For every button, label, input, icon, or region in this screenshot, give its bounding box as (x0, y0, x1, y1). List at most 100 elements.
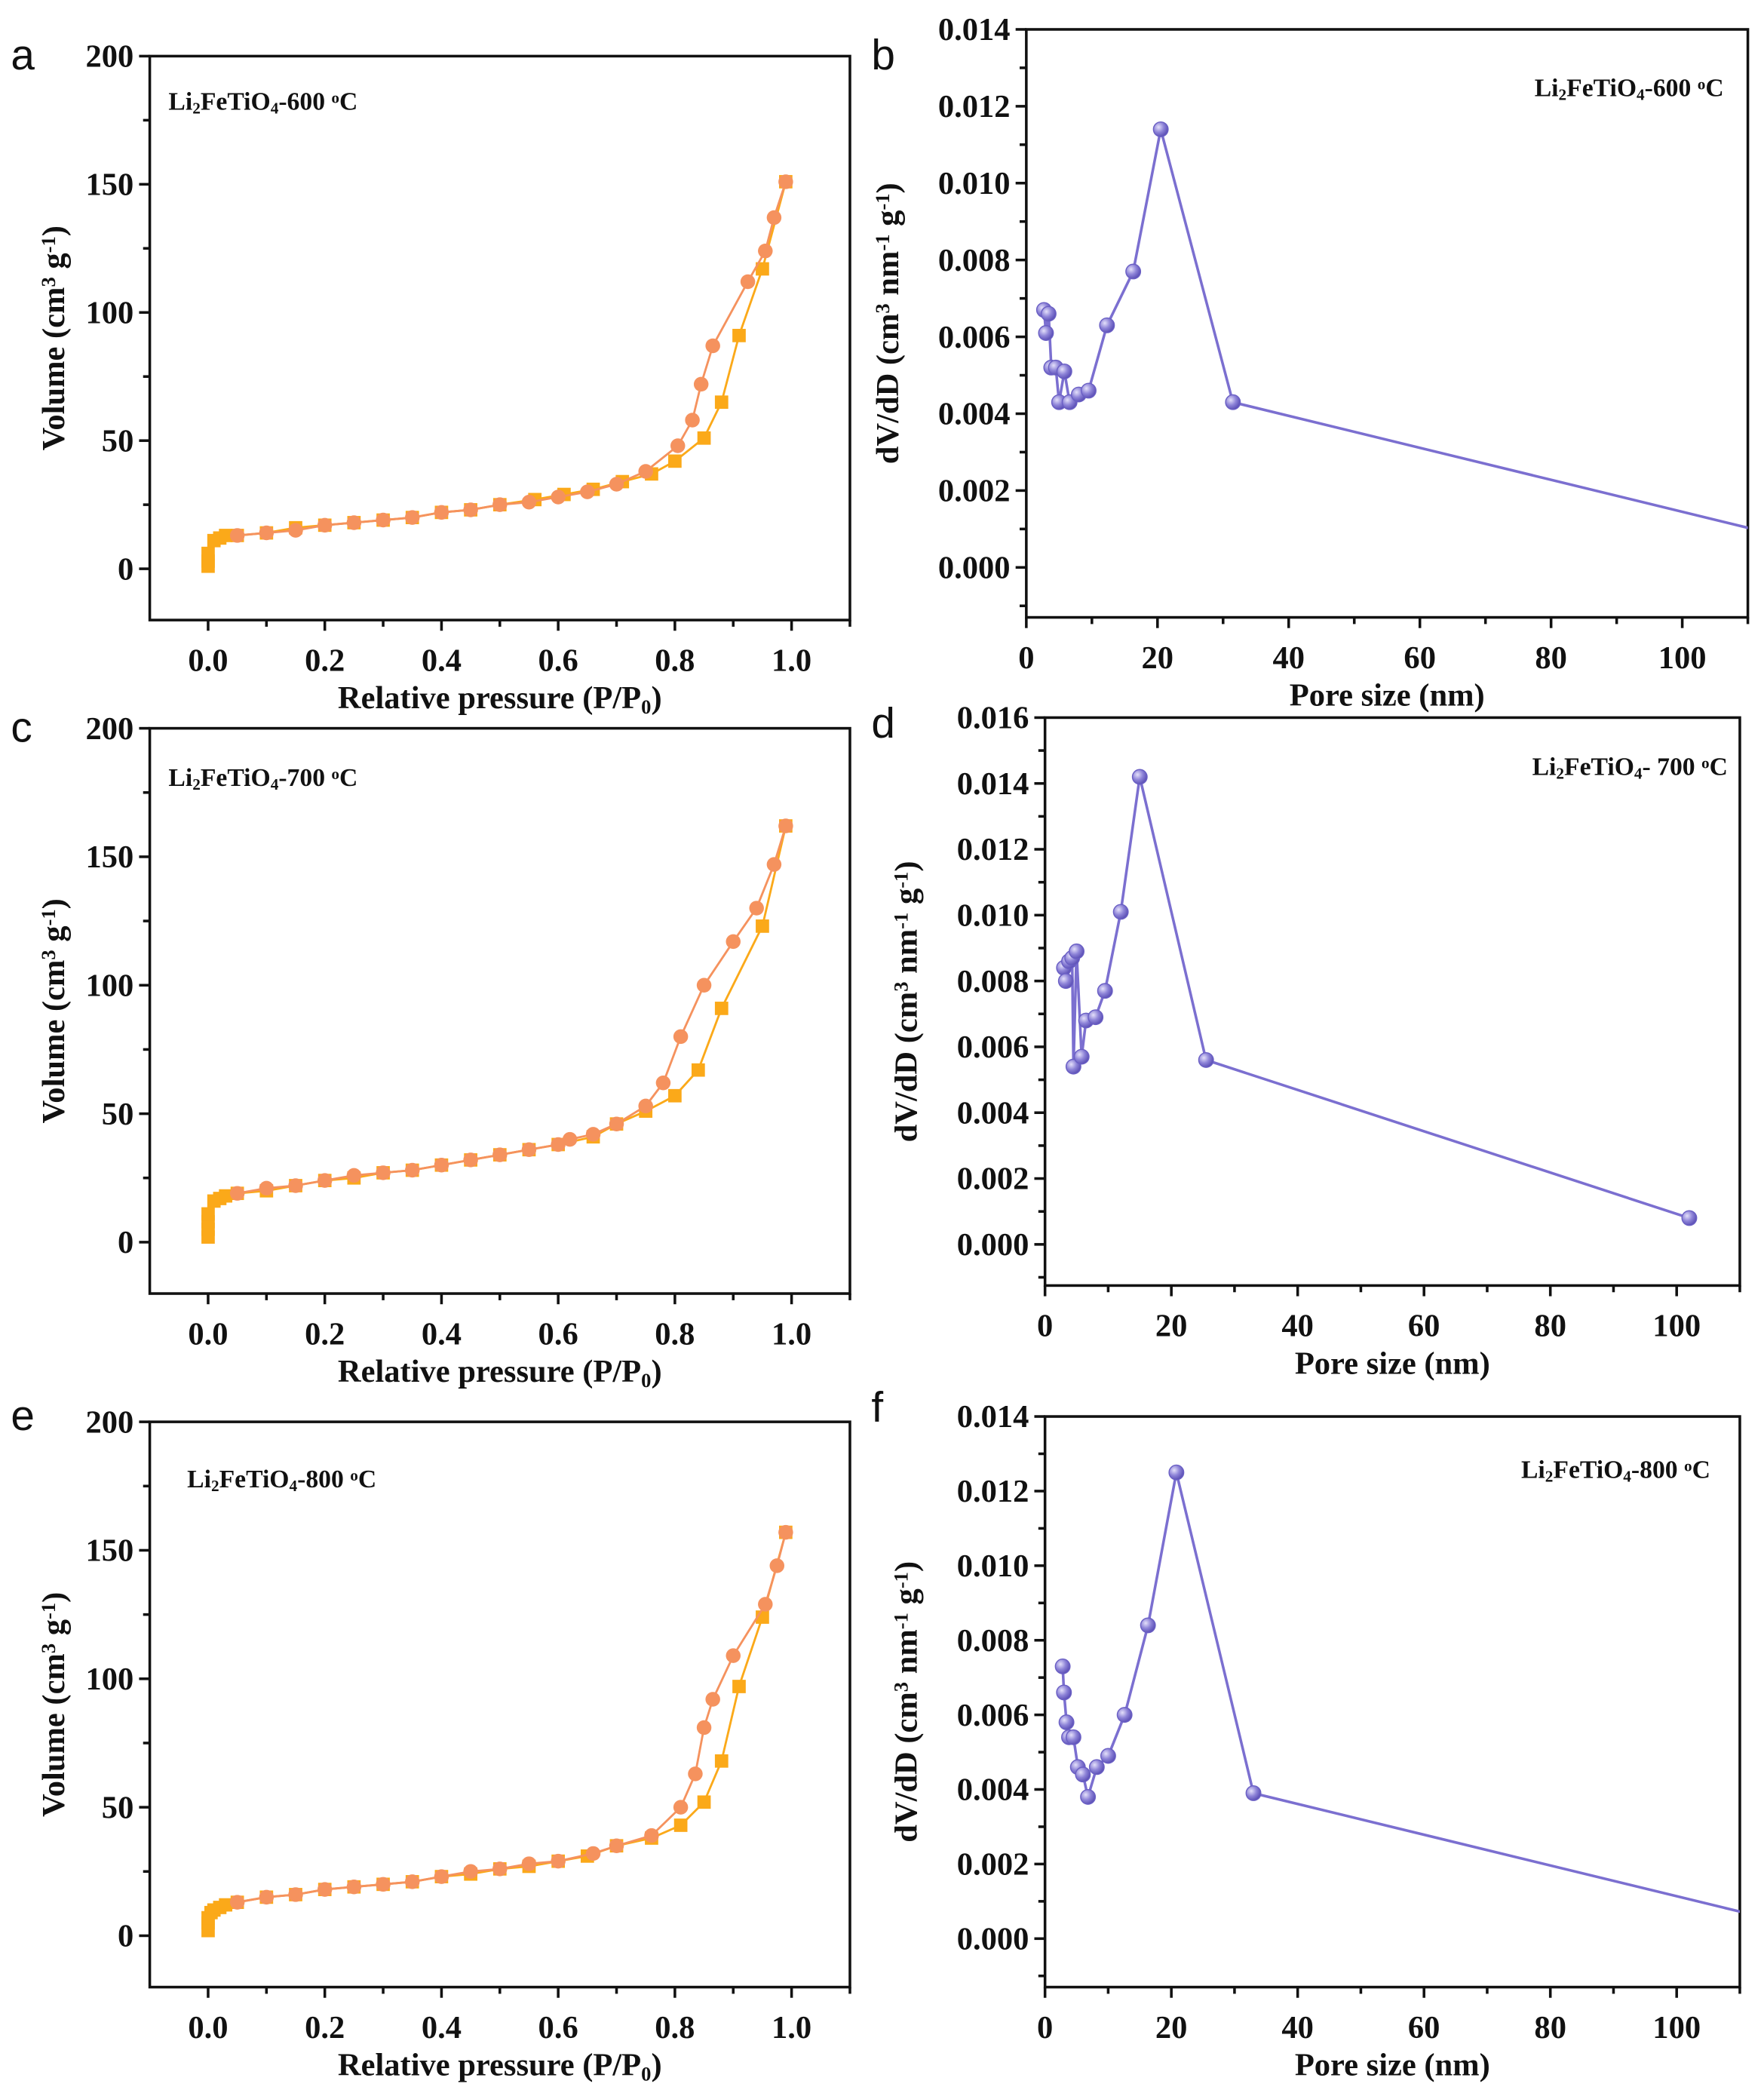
data-point-desorption (749, 901, 764, 916)
data-point-desorption (758, 1597, 773, 1612)
plot-frame (148, 726, 851, 1295)
data-point-psd (1245, 1785, 1262, 1801)
data-point-desorption (609, 1838, 624, 1853)
x-axis-title: Pore size (nm) (1290, 677, 1485, 713)
data-point-psd (1131, 769, 1148, 785)
data-point-adsorption (219, 1898, 233, 1912)
y-tick-label: 0.016 (957, 701, 1029, 736)
plot-area (1056, 769, 1698, 1226)
plot-area (1054, 1464, 1740, 1914)
data-point-desorption (551, 490, 566, 505)
x-tick-label: 100 (1658, 640, 1707, 676)
data-point-desorption (376, 512, 391, 528)
data-point-psd (1057, 973, 1074, 990)
data-point-adsorption (697, 1795, 711, 1809)
y-tick-label: 200 (86, 39, 134, 75)
y-tick-label: 0.002 (957, 1847, 1029, 1883)
data-point-psd (1152, 121, 1169, 137)
x-tick-label: 0.0 (188, 643, 228, 678)
y-tick-label: 0.012 (957, 1474, 1029, 1509)
data-point-desorption (288, 1887, 303, 1902)
data-point-desorption (766, 857, 782, 872)
x-axis-title: Relative pressure (P/P0) (338, 1354, 662, 1392)
x-tick-label: 0.6 (538, 2010, 578, 2045)
data-point-psd (1040, 305, 1057, 322)
series-line-desorption (237, 181, 787, 537)
data-point-desorption (346, 1879, 362, 1895)
data-point-adsorption (732, 1680, 746, 1693)
x-tick-label: 0 (1037, 1309, 1053, 1344)
data-point-psd (1080, 1788, 1097, 1805)
data-point-adsorption (201, 1207, 215, 1221)
data-point-desorption (521, 495, 537, 510)
x-tick-label: 40 (1272, 640, 1305, 676)
data-point-desorption (585, 1846, 601, 1861)
data-point-desorption (463, 502, 478, 517)
data-point-psd (1058, 1714, 1075, 1730)
panel-letter: a (11, 32, 35, 79)
data-point-psd (1075, 1766, 1091, 1783)
series-line-pore-size-distribution (1061, 1472, 1740, 1914)
data-point-adsorption (668, 454, 682, 468)
plot-area (201, 818, 793, 1244)
data-point-desorption (521, 1142, 537, 1158)
series-line-pore-size-distribution (1042, 129, 1748, 529)
data-point-adsorption (732, 328, 746, 342)
data-point-desorption (670, 438, 686, 453)
y-tick-label: 0.006 (957, 1030, 1029, 1065)
data-point-desorption (655, 1075, 671, 1091)
data-point-desorption (644, 1828, 659, 1843)
data-point-adsorption (219, 1189, 233, 1203)
plot-area (201, 174, 793, 573)
y-tick-label: 100 (86, 1662, 134, 1697)
x-axis-title: Pore size (nm) (1295, 1346, 1490, 1381)
data-point-psd (1140, 1617, 1156, 1634)
data-point-desorption (404, 510, 420, 525)
data-point-psd (1116, 1707, 1133, 1723)
data-point-desorption (434, 505, 449, 520)
panel-a: a 0.0 0.2 0.4 0.6 0.8 1.0 0 50 100 150 200 Relative … (11, 32, 851, 718)
plot-frame (1043, 1415, 1741, 1989)
data-point-adsorption (756, 919, 769, 933)
data-point-desorption (609, 1116, 624, 1131)
data-point-psd (1100, 1748, 1116, 1764)
panel-e: e 0.0 0.2 0.4 0.6 0.8 1.0 0 50 100 150 200 Relative … (11, 1392, 851, 2085)
data-point-desorption (726, 934, 741, 950)
data-point-desorption (229, 1895, 245, 1910)
x-tick-label: 0.8 (655, 643, 695, 678)
y-axis-title: Volume (cm3 g-1) (36, 1592, 72, 1817)
x-tick-label: 40 (1281, 2010, 1314, 2045)
data-point-desorption (696, 1720, 712, 1736)
sample-annotation: Li2FeTiO4- 700 oC (1532, 753, 1728, 783)
y-tick-label: 0.014 (957, 1399, 1029, 1435)
data-point-desorption (259, 525, 275, 541)
data-point-desorption (317, 1882, 333, 1897)
data-point-desorption (778, 1524, 793, 1540)
sample-annotation: Li2FeTiO4-600 oC (1535, 75, 1724, 104)
data-point-psd (1099, 317, 1115, 333)
y-tick-label: 0.008 (957, 1623, 1029, 1659)
x-tick-label: 0.8 (655, 1316, 695, 1352)
data-point-desorption (638, 464, 653, 479)
x-tick-label: 60 (1408, 1309, 1440, 1344)
data-point-desorption (673, 1800, 689, 1815)
series-line-desorption (237, 825, 787, 1195)
data-point-desorption (463, 1152, 478, 1168)
panel-letter: f (871, 1384, 883, 1432)
data-point-psd (1112, 904, 1129, 920)
x-axis-title: Pore size (nm) (1295, 2048, 1490, 2083)
data-point-psd (1125, 263, 1142, 280)
data-point-desorption (492, 1147, 508, 1162)
data-point-desorption (346, 1168, 362, 1183)
data-point-desorption (229, 1186, 245, 1201)
data-point-desorption (288, 1178, 303, 1193)
data-point-desorption (685, 413, 700, 428)
data-point-psd (1225, 394, 1241, 410)
data-point-desorption (492, 1861, 508, 1877)
y-tick-label: 150 (86, 1533, 134, 1569)
y-tick-label: 0.010 (957, 898, 1029, 934)
x-tick-label: 1.0 (772, 2010, 811, 2045)
data-point-psd (1056, 363, 1072, 379)
x-tick-label: 60 (1404, 640, 1436, 676)
